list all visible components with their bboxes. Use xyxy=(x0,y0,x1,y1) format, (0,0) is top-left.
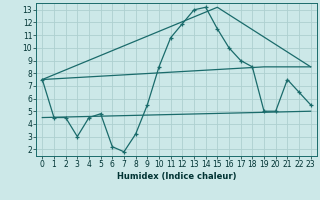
X-axis label: Humidex (Indice chaleur): Humidex (Indice chaleur) xyxy=(117,172,236,181)
